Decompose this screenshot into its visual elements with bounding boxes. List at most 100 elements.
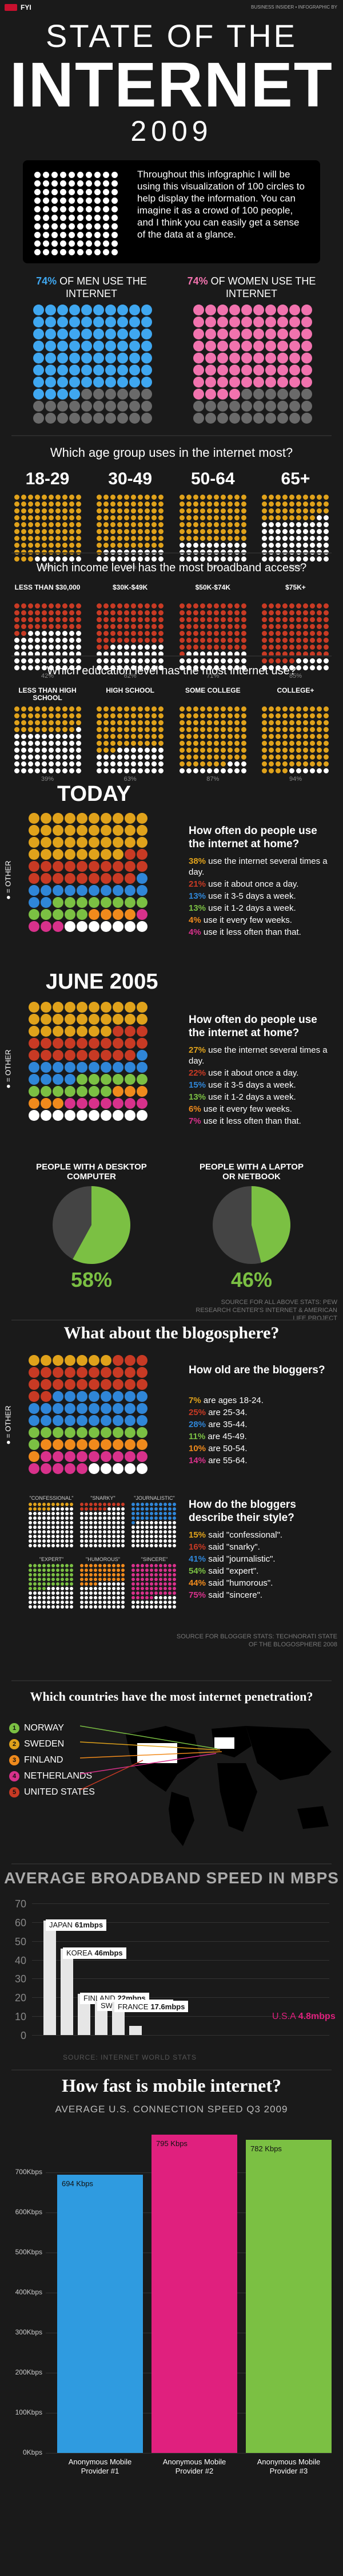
person-dot [62,645,67,650]
person-dot [33,1507,37,1511]
person-dot [117,706,123,712]
person-dot [33,341,44,351]
person-dot [229,377,240,388]
person-dot [265,389,276,400]
person-dot [112,1526,115,1529]
person-dot [29,1516,32,1520]
person-dot [103,617,109,622]
intro-dot [111,197,118,204]
person-dot [179,508,185,513]
intro-dot [86,197,92,204]
person-dot [80,1605,83,1609]
person-dot [33,1601,37,1604]
person-dot [213,734,219,739]
person-dot [125,1379,135,1390]
person-dot [269,748,274,753]
age-group-2: 50-64 70% [177,469,249,571]
person-dot [213,754,219,760]
person-dot [33,1568,37,1572]
person-dot [163,1601,167,1604]
person-dot [70,1582,73,1586]
person-dot [296,501,302,507]
person-dot [101,1086,111,1097]
person-dot [33,1535,37,1538]
person-dot [317,550,322,555]
person-dot [33,401,44,412]
person-dot [125,1098,135,1109]
person-dot [193,341,204,351]
person-dot [234,501,240,507]
person-dot [61,1564,64,1567]
person-dot [179,658,185,663]
person-dot [213,624,219,629]
intro-dot [34,232,41,238]
person-dot [80,1601,83,1604]
person-dot [213,665,219,670]
person-dot [94,1535,97,1538]
person-dot [141,1564,144,1567]
person-dot [205,401,216,412]
person-dot [65,897,75,908]
person-dot [269,508,274,513]
today-legend-text: use it 3-5 days a week. [208,891,296,901]
person-dot [97,501,102,507]
person-dot [97,720,102,725]
divider [11,1680,332,1681]
person-dot [110,522,116,527]
person-dot [317,658,322,663]
june2005-dot-grid [29,1002,147,1121]
person-dot [234,651,240,657]
person-dot [41,550,47,555]
person-dot [145,1582,149,1586]
person-dot [70,1601,73,1604]
person-dot [262,713,268,718]
intro-dot [77,189,83,195]
person-dot [89,1074,99,1085]
person-dot [159,1568,162,1572]
june2005-legend-text: use the internet several times a day. [189,1045,328,1066]
person-dot [138,713,143,718]
person-dot [296,495,302,500]
person-dot [21,495,26,500]
person-dot [200,741,205,746]
person-dot [317,665,322,670]
person-dot [206,501,212,507]
person-dot [81,389,92,400]
person-dot [48,748,54,753]
brand-logo[interactable]: FYI [5,3,31,11]
person-dot [173,1578,176,1581]
person-dot [296,645,302,650]
person-dot [121,1582,125,1586]
person-dot [317,748,322,753]
person-dot [75,761,81,767]
person-dot [200,556,205,562]
person-dot [117,515,123,520]
person-dot [206,529,212,534]
education-group-pct: 39% [41,776,54,783]
blog-style-label: "HUMOROUS" [86,1556,120,1562]
person-dot [57,317,68,327]
person-dot [269,651,274,657]
person-dot [77,1439,87,1450]
person-dot [53,813,63,824]
person-dot [145,529,150,534]
blog-heading: What about the blogosphere? [63,1323,280,1342]
intro-dot [43,240,49,247]
intro-dot [86,189,92,195]
person-dot [56,1539,59,1543]
income-group-2: $50K-$74K 71% [177,584,249,679]
person-dot [303,638,309,643]
person-dot [47,1521,50,1524]
person-dot [227,720,233,725]
person-dot [282,645,288,650]
person-dot [220,550,226,555]
y-tick-label: 600Kbps [15,2208,42,2216]
person-dot [193,556,198,562]
person-dot [93,365,104,376]
person-dot [33,1530,37,1534]
person-dot [94,1568,97,1572]
person-dot [70,1573,73,1577]
person-dot [150,1535,153,1538]
person-dot [47,1530,50,1534]
person-dot [110,556,116,562]
